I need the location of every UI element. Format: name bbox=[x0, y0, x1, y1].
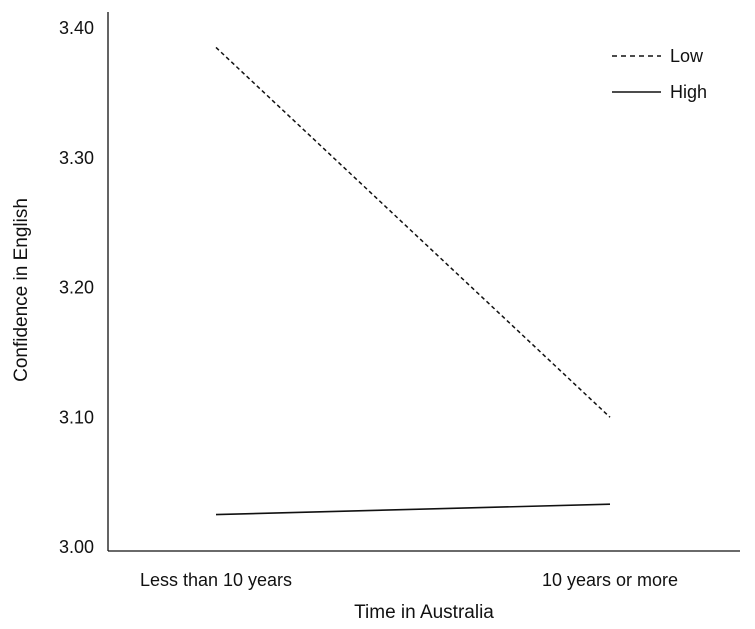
y-tick-label: 3.10 bbox=[59, 407, 94, 427]
legend-label-high: High bbox=[670, 82, 707, 102]
legend: Low High bbox=[612, 46, 707, 102]
axes bbox=[107, 12, 740, 552]
x-tick-labels: Less than 10 years 10 years or more bbox=[140, 570, 678, 590]
series-line-low bbox=[215, 46, 611, 418]
x-axis-title: Time in Australia bbox=[354, 602, 494, 623]
y-axis-title: Confidence in English bbox=[11, 198, 32, 382]
x-tick-label: Less than 10 years bbox=[140, 570, 292, 590]
x-tick-label: 10 years or more bbox=[542, 570, 678, 590]
y-tick-label: 3.20 bbox=[59, 278, 94, 298]
series-lines bbox=[215, 46, 611, 516]
y-tick-label: 3.30 bbox=[59, 148, 94, 168]
legend-label-low: Low bbox=[670, 46, 704, 66]
y-tick-label: 3.00 bbox=[59, 537, 94, 557]
series-line-high bbox=[215, 503, 611, 516]
y-tick-labels: 3.00 3.10 3.20 3.30 3.40 bbox=[59, 18, 94, 557]
y-tick-label: 3.40 bbox=[59, 18, 94, 38]
